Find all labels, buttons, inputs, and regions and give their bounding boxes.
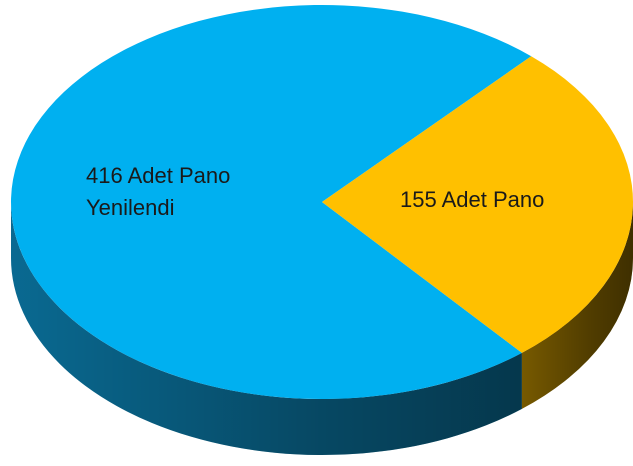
slice xyxy=(11,5,532,400)
data-label: 155 Adet Pano xyxy=(400,187,545,212)
slice xyxy=(322,56,633,353)
data-label: 416 Adet Pano Yenilendi xyxy=(86,163,231,220)
side-shade xyxy=(11,202,522,455)
side-shade xyxy=(521,202,633,409)
